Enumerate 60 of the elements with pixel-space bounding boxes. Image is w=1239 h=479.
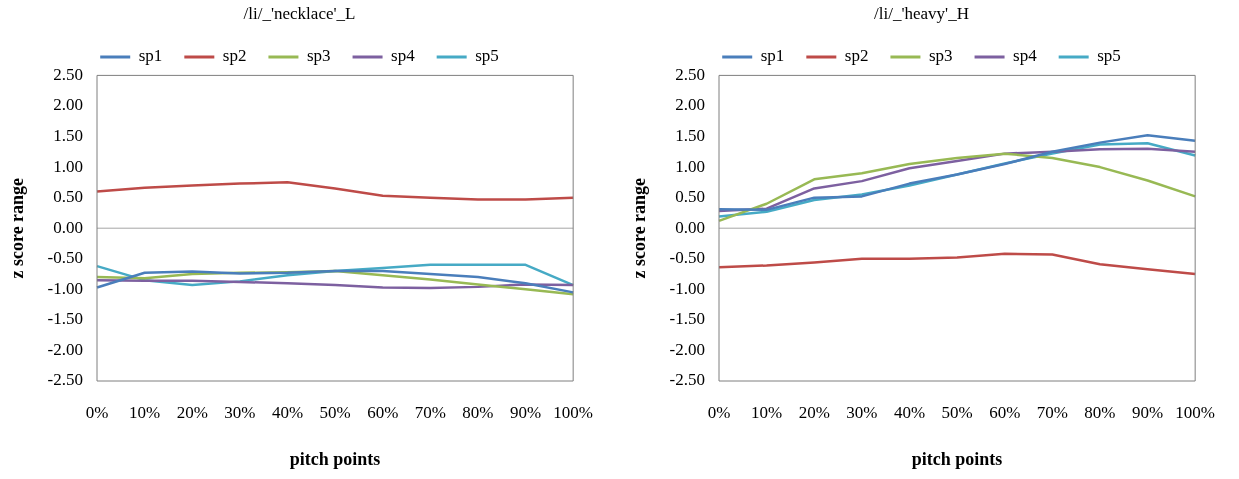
- legend-label: sp2: [222, 46, 247, 66]
- legend-label: sp4: [1013, 46, 1038, 66]
- y-tick-label: -1.00: [669, 278, 706, 298]
- x-tick-label: 100%: [1175, 402, 1216, 422]
- y-tick-label: -2.00: [669, 339, 706, 359]
- x-tick-label: 30%: [224, 402, 256, 422]
- y-axis-title: z score range: [629, 177, 650, 279]
- x-tick-label: 40%: [271, 402, 304, 422]
- x-axis-title: pitch points: [289, 448, 381, 469]
- x-tick-label: 0%: [85, 402, 109, 422]
- x-tick-label: 10%: [129, 402, 161, 422]
- x-tick-label: 80%: [1084, 402, 1116, 422]
- y-tick-label: -0.50: [47, 248, 84, 268]
- x-tick-label: 30%: [846, 402, 878, 422]
- x-tick-label: 60%: [367, 402, 399, 422]
- y-tick-label: 0.00: [53, 217, 84, 237]
- x-tick-label: 10%: [751, 402, 783, 422]
- legend-label: sp3: [928, 46, 953, 66]
- x-tick-label: 100%: [553, 402, 594, 422]
- y-tick-label: 1.50: [675, 125, 706, 145]
- x-axis-title: pitch points: [911, 448, 1003, 469]
- x-tick-label: 70%: [414, 402, 446, 422]
- x-tick-label: 70%: [1036, 402, 1068, 422]
- y-tick-label: 1.00: [53, 156, 84, 176]
- y-tick-label: 0.50: [675, 187, 706, 207]
- x-tick-label: 80%: [462, 402, 494, 422]
- y-tick-label: -1.50: [47, 309, 84, 329]
- y-tick-label: -2.00: [47, 339, 84, 359]
- x-tick-label: 0%: [707, 402, 731, 422]
- y-tick-label: -2.50: [47, 370, 84, 390]
- legend-label: sp2: [844, 46, 869, 66]
- legend-label: sp4: [391, 46, 416, 66]
- y-tick-label: -2.50: [669, 370, 706, 390]
- x-tick-label: 60%: [989, 402, 1021, 422]
- legend-label: sp1: [760, 46, 785, 66]
- y-tick-label: 2.00: [675, 95, 706, 115]
- y-tick-label: 2.50: [53, 64, 84, 84]
- x-tick-label: 50%: [941, 402, 973, 422]
- y-tick-label: 0.00: [675, 217, 706, 237]
- x-tick-label: 90%: [1131, 402, 1164, 422]
- legend-label: sp5: [1097, 46, 1121, 66]
- y-tick-label: -1.50: [669, 309, 706, 329]
- y-tick-label: -0.50: [669, 248, 706, 268]
- y-tick-label: 0.50: [53, 187, 84, 207]
- chart-title: /li/_'heavy'_H: [874, 3, 969, 23]
- x-tick-label: 90%: [509, 402, 542, 422]
- legend-label: sp1: [138, 46, 163, 66]
- y-tick-label: -1.00: [47, 278, 84, 298]
- chart-title: /li/_'necklace'_L: [243, 3, 356, 23]
- x-tick-label: 40%: [893, 402, 926, 422]
- y-tick-label: 2.50: [675, 64, 706, 84]
- x-tick-label: 50%: [319, 402, 351, 422]
- y-tick-label: 1.00: [675, 156, 706, 176]
- y-tick-label: 2.00: [53, 95, 84, 115]
- legend-label: sp5: [475, 46, 499, 66]
- y-tick-label: 1.50: [53, 125, 84, 145]
- x-tick-label: 20%: [176, 402, 208, 422]
- x-tick-label: 20%: [798, 402, 830, 422]
- y-axis-title: z score range: [7, 177, 28, 279]
- legend-label: sp3: [306, 46, 331, 66]
